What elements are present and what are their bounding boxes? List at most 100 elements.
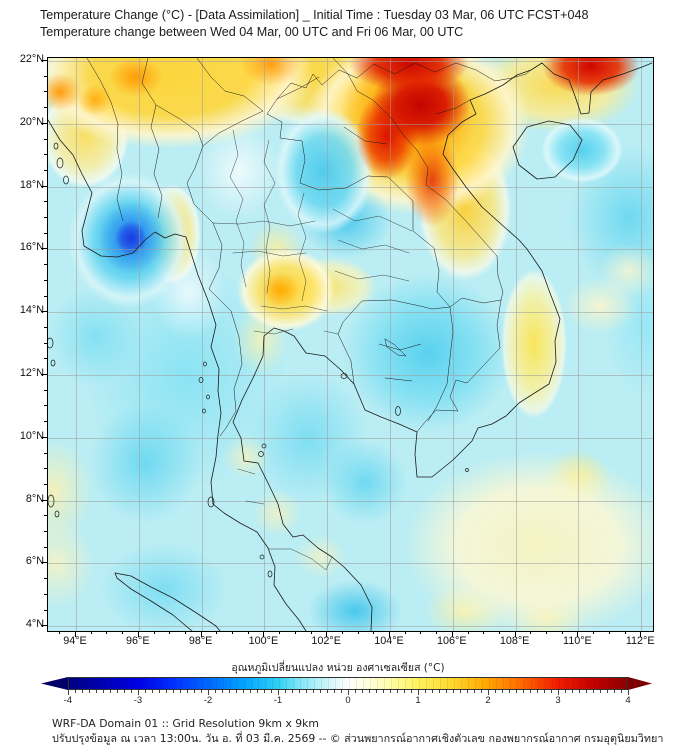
x-axis-tick [373,631,375,634]
y-axis-label: 12°N [19,367,44,379]
x-axis-label: 106°E [437,635,467,647]
x-axis-tick [247,631,249,634]
y-axis-tick [44,264,47,266]
border-laos-internal [343,126,388,145]
colorbar-tick [481,690,482,693]
colorbar-tick [152,690,153,693]
colorbar-tick [572,690,573,693]
x-axis-tick [122,631,124,634]
colorbar-tick-label: 3 [555,695,561,706]
x-axis-tick [59,631,61,634]
colorbar-tick [355,690,356,693]
colorbar-tick [159,690,160,693]
x-axis-tick [389,631,390,637]
x-axis-tick [90,631,92,634]
x-axis-tick [75,631,76,637]
border-thai-myanmar [186,110,264,437]
y-axis-tick [44,295,47,297]
border-laos-cambodia [449,297,502,308]
colorbar-tick [341,690,342,693]
colorbar-tick [138,690,139,695]
colorbar-tick [621,690,622,693]
colorbar-tick [166,690,167,693]
colorbar-tick [523,690,524,693]
y-axis-tick [44,279,47,281]
colorbar-tick [390,690,391,693]
x-axis-tick [593,631,595,634]
small-islands [48,142,469,578]
y-axis-tick [41,122,47,124]
x-axis-tick [577,631,579,637]
x-axis-tick [530,631,532,634]
colorbar-tick [124,690,125,693]
map-area [47,57,654,632]
colorbar-tick [236,690,237,693]
y-axis-label: 18°N [19,178,44,191]
x-axis-tick [137,631,139,637]
x-axis-label: 94°E [63,635,87,647]
x-axis-tick [326,631,328,637]
colorbar-tick [425,690,426,693]
y-axis-tick [44,452,47,454]
x-axis-label: 102°E [311,635,341,647]
colorbar [41,677,652,690]
x-axis-tick [561,631,563,634]
colorbar-tick [593,690,594,693]
y-axis-tick [44,154,47,156]
colorbar-tick [103,690,104,693]
colorbar-tick [334,690,335,693]
colorbar-tick [180,690,181,693]
colorbar-tick [75,690,76,693]
colorbar-tick [509,690,510,693]
y-axis-tick [44,405,47,407]
footer: WRF-DA Domain 01 :: Grid Resolution 9km … [52,716,663,746]
y-axis-label: 8°N [25,492,44,505]
x-axis-tick [357,631,359,634]
colorbar-tick [530,690,531,693]
colorbar-tick [271,690,272,693]
x-axis-tick [153,631,155,634]
colorbar-tick [432,690,433,693]
colorbar-tick [229,690,230,693]
colorbar-tick-label: -1 [273,695,283,706]
coastline-hainan [512,120,583,180]
colorbar-tick-label: -2 [203,695,213,706]
colorbar-tick [257,690,258,693]
y-axis-tick [44,91,47,93]
colorbar-tick [474,690,475,693]
y-axis-tick [41,499,47,501]
footer-agency-info: ปรับปรุงข้อมูล ณ เวลา 13:00น. วัน อ. ที่… [52,732,664,745]
colorbar-tick [558,690,559,695]
x-axis-tick [106,631,108,634]
y-axis-tick [44,609,47,611]
colorbar-gradient [68,677,628,690]
colorbar-tick [313,690,314,693]
colorbar-tick [537,690,538,693]
colorbar-tick [250,690,251,693]
colorbar-title: อุณหภูมิเปลี่ยนแปลง หน่วย องศาเซลเซียส (… [231,662,445,674]
colorbar-tick [628,690,629,695]
colorbar-tick [285,690,286,693]
border-thai-cambodia [337,299,451,385]
footer-domain-info: WRF-DA Domain 01 :: Grid Resolution 9km … [52,717,319,730]
y-axis-tick [41,185,47,187]
x-axis-tick [404,631,406,634]
title-block: Temperature Change (°C) - [Data Assimila… [40,7,589,40]
y-axis-tick [44,342,47,344]
colorbar-tick [327,690,328,693]
colorbar-tick [89,690,90,693]
x-axis-label: 96°E [126,635,150,647]
y-axis-label: 10°N [19,429,44,442]
colorbar-tick [68,690,69,695]
x-axis-label: 108°E [499,635,530,647]
y-axis-label: 4°N [25,618,44,631]
colorbar-tick [243,690,244,693]
border-vietnam-internal [435,99,471,115]
y-axis-tick [44,138,47,140]
colorbar-tick [453,690,454,693]
coastline-mainland [48,62,653,631]
coastlines-borders-svg [48,58,653,631]
map-title: Temperature Change (°C) - [Data Assimila… [40,8,589,22]
colorbar-tick [460,690,461,693]
